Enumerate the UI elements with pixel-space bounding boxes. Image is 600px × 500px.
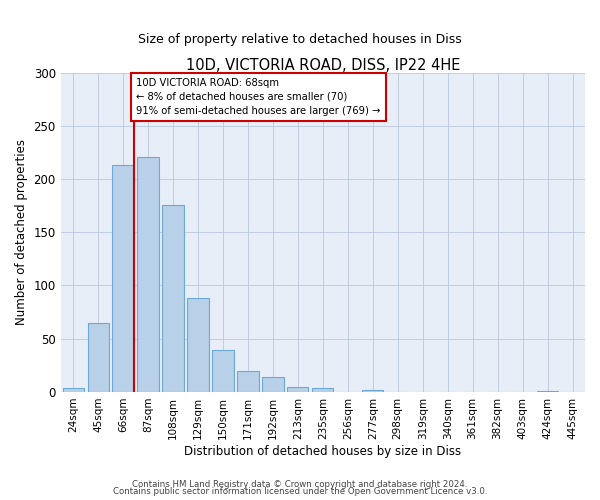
Text: 10D VICTORIA ROAD: 68sqm
← 8% of detached houses are smaller (70)
91% of semi-de: 10D VICTORIA ROAD: 68sqm ← 8% of detache… [136, 78, 380, 116]
Bar [112, 165, 134, 392]
Text: Contains HM Land Registry data © Crown copyright and database right 2024.: Contains HM Land Registry data © Crown c… [132, 480, 468, 489]
Title: 10D, VICTORIA ROAD, DISS, IP22 4HE: 10D, VICTORIA ROAD, DISS, IP22 4HE [185, 58, 460, 72]
Bar [537, 391, 558, 392]
Bar [362, 390, 383, 392]
Text: Contains public sector information licensed under the Open Government Licence v3: Contains public sector information licen… [113, 487, 487, 496]
Bar [238, 370, 259, 392]
Bar [163, 204, 184, 392]
Bar [137, 156, 158, 392]
Y-axis label: Number of detached properties: Number of detached properties [15, 139, 28, 325]
Bar [312, 388, 334, 392]
Text: Size of property relative to detached houses in Diss: Size of property relative to detached ho… [138, 32, 462, 46]
Bar [212, 350, 233, 392]
Bar [62, 388, 84, 392]
Bar [88, 322, 109, 392]
Bar [187, 298, 209, 392]
X-axis label: Distribution of detached houses by size in Diss: Distribution of detached houses by size … [184, 444, 461, 458]
Bar [287, 386, 308, 392]
Bar [262, 377, 284, 392]
